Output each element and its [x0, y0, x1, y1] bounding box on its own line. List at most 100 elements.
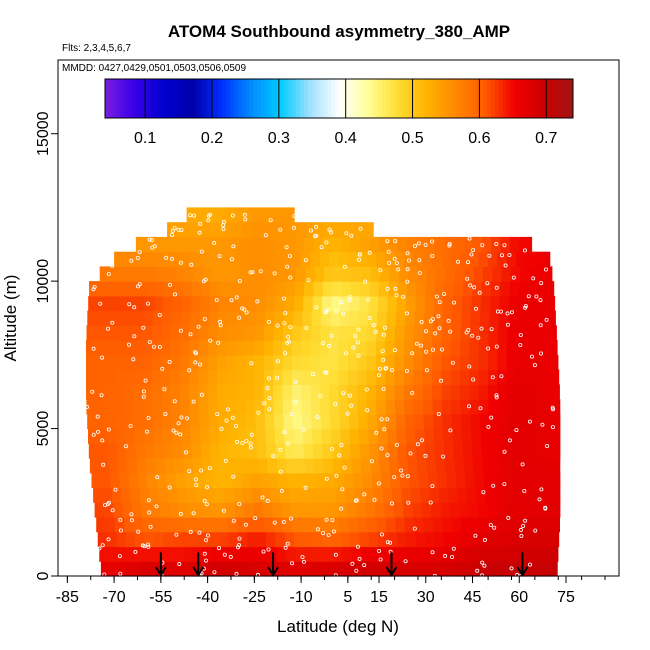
heatmap-cell [218, 428, 229, 444]
heatmap-cell [463, 236, 474, 253]
heatmap-cell [288, 222, 299, 238]
heatmap-cell [536, 428, 547, 444]
heatmap-cell [420, 487, 431, 503]
x-tick-label: 60 [510, 589, 528, 606]
heatmap-cell [537, 531, 548, 548]
heatmap-cell [105, 413, 116, 430]
heatmap-cell [415, 428, 426, 444]
heatmap-cell [351, 546, 362, 562]
heatmap-cell [86, 354, 96, 371]
heatmap-cell [312, 428, 323, 444]
heatmap-cell [256, 295, 267, 312]
sample-point [281, 296, 286, 301]
sample-point [364, 387, 369, 392]
heatmap-cell [228, 428, 239, 444]
y-tick-label: 15000 [35, 111, 52, 156]
sample-point [392, 348, 397, 353]
heatmap-cell [544, 369, 555, 385]
heatmap-cell [311, 310, 322, 326]
heatmap-cell [242, 207, 253, 223]
heatmap-cell [210, 236, 221, 253]
heatmap-cell [344, 222, 355, 238]
colorbar-swatch [147, 79, 153, 118]
heatmap-cell [235, 384, 246, 400]
heatmap-cell [375, 354, 386, 371]
heatmap-cell [178, 502, 189, 518]
heatmap-cell [540, 561, 551, 577]
heatmap-cell [321, 413, 331, 430]
sample-point [337, 453, 342, 458]
heatmap-cell [413, 340, 424, 356]
heatmap-cell [173, 281, 184, 297]
heatmap-cell [544, 325, 555, 341]
sample-point [356, 353, 361, 358]
sample-point [304, 325, 309, 330]
heatmap-cell [323, 546, 334, 562]
heatmap-cell [282, 325, 293, 341]
sample-point [365, 408, 370, 413]
heatmap-cell [198, 399, 209, 415]
heatmap-cell [301, 399, 312, 415]
heatmap-cell [128, 472, 139, 489]
heatmap-cell [479, 413, 490, 430]
sample-point [129, 258, 134, 263]
heatmap-cell [216, 340, 227, 356]
sample-point [140, 543, 145, 548]
sample-point [487, 253, 492, 258]
sample-point [118, 528, 123, 533]
heatmap-cell [199, 413, 210, 430]
heatmap-cell [545, 413, 556, 430]
sample-point [539, 281, 544, 286]
heatmap-cell [301, 325, 312, 341]
heatmap-cell [132, 384, 143, 400]
heatmap-cell [521, 472, 532, 489]
heatmap-cell [248, 458, 259, 474]
heatmap-cell [127, 266, 138, 282]
heatmap-cell [544, 399, 555, 415]
heatmap-cell [183, 458, 194, 474]
heatmap-cell [341, 443, 352, 459]
heatmap-cell [336, 487, 347, 503]
heatmap-cell [258, 458, 269, 474]
colorbar-swatch [401, 79, 406, 118]
sample-point [378, 268, 383, 273]
sample-point [400, 473, 405, 478]
heatmap-cell [385, 399, 396, 415]
sample-point [167, 359, 172, 364]
sample-point [531, 276, 536, 281]
heatmap-cell [434, 443, 445, 459]
sample-point [106, 427, 111, 432]
heatmap-cell [388, 281, 399, 297]
heatmap-cell [202, 266, 213, 282]
heatmap-cell [194, 561, 205, 577]
heatmap-cell [265, 295, 276, 312]
heatmap-cell [394, 340, 405, 356]
heatmap-cell [478, 369, 489, 385]
heatmap-cell [492, 458, 502, 474]
heatmap-cell [191, 443, 202, 459]
heatmap-cell [257, 443, 268, 459]
colorbar-swatch [518, 79, 523, 118]
heatmap-cell [375, 369, 386, 385]
heatmap-cell [348, 325, 359, 341]
heatmap-cell [114, 399, 125, 415]
heatmap-cell [392, 487, 403, 503]
sample-point [268, 218, 273, 223]
heatmap-cell [362, 472, 373, 489]
heatmap-cell [490, 443, 501, 459]
sample-point [235, 545, 240, 550]
heatmap-cell [364, 487, 375, 503]
sample-point [133, 549, 138, 554]
chart-title: ATOM4 Southbound asymmetry_380_AMP [168, 22, 510, 41]
heatmap-cell [97, 428, 108, 444]
sample-point [401, 294, 406, 299]
heatmap-cell [432, 384, 442, 400]
colorbar-swatch [132, 79, 137, 118]
heatmap-cell [135, 236, 146, 253]
heatmap-cell [331, 428, 342, 444]
heatmap-cell [379, 458, 390, 474]
colorbar-swatch [409, 79, 414, 118]
colorbar-tick-label: 0.6 [468, 130, 490, 147]
sample-point [331, 529, 336, 534]
sample-point [447, 243, 452, 248]
